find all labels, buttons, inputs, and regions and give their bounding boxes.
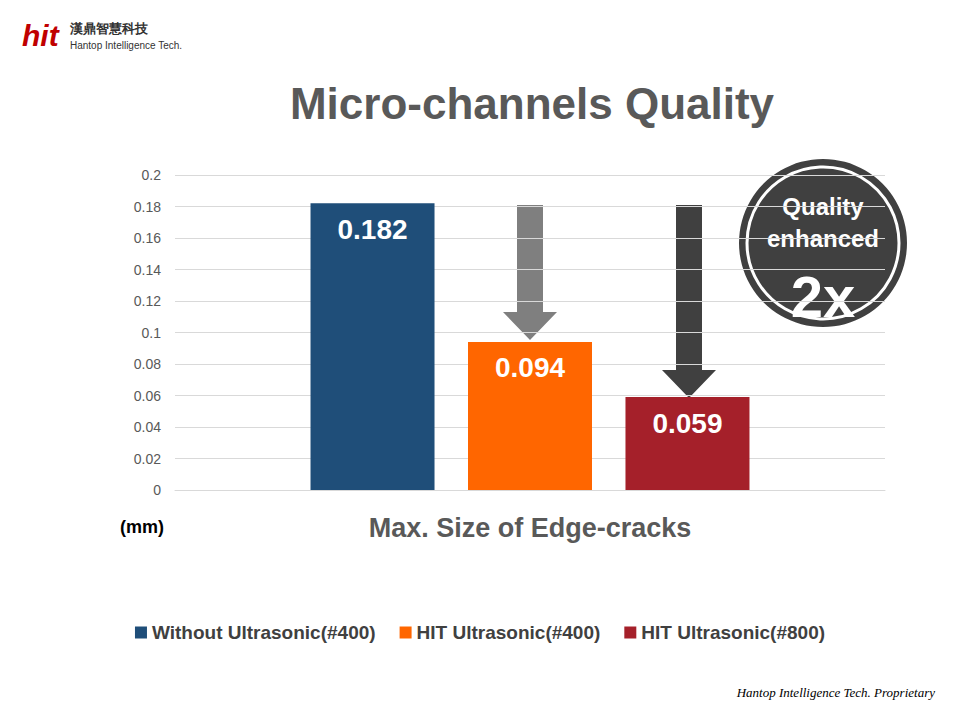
svg-text:0.1: 0.1 [142,325,162,341]
svg-text:Without Ultrasonic(#400): Without Ultrasonic(#400) [152,622,376,643]
svg-text:HIT Ultrasonic(#400): HIT Ultrasonic(#400) [417,622,601,643]
svg-text:Hantop Intelligence Tech.: Hantop Intelligence Tech. [70,40,182,51]
svg-text:Max. Size of Edge-cracks: Max. Size of Edge-cracks [369,513,692,543]
svg-text:0: 0 [153,482,161,498]
svg-text:enhanced: enhanced [767,224,879,252]
svg-text:0.12: 0.12 [134,293,161,309]
svg-text:0.04: 0.04 [134,419,161,435]
svg-text:hit: hit [22,19,61,52]
svg-text:0.2: 0.2 [142,167,162,183]
svg-text:0.059: 0.059 [652,408,722,439]
svg-text:0.16: 0.16 [134,230,161,246]
svg-text:漢鼎智慧科技: 漢鼎智慧科技 [69,21,149,36]
svg-text:Micro-channels Quality: Micro-channels Quality [290,79,775,128]
svg-text:0.182: 0.182 [337,214,407,245]
svg-text:0.18: 0.18 [134,199,161,215]
svg-text:2x: 2x [791,264,856,329]
svg-text:Quality: Quality [782,192,864,220]
svg-text:0.08: 0.08 [134,356,161,372]
svg-text:0.02: 0.02 [134,451,161,467]
svg-text:(mm): (mm) [120,517,164,537]
svg-text:0.094: 0.094 [495,352,565,383]
svg-text:HIT Ultrasonic(#800): HIT Ultrasonic(#800) [641,622,825,643]
svg-text:0.06: 0.06 [134,388,161,404]
svg-text:0.14: 0.14 [134,262,161,278]
svg-text:Hantop Intelligence Tech. Prop: Hantop Intelligence Tech. Proprietary [736,685,936,700]
